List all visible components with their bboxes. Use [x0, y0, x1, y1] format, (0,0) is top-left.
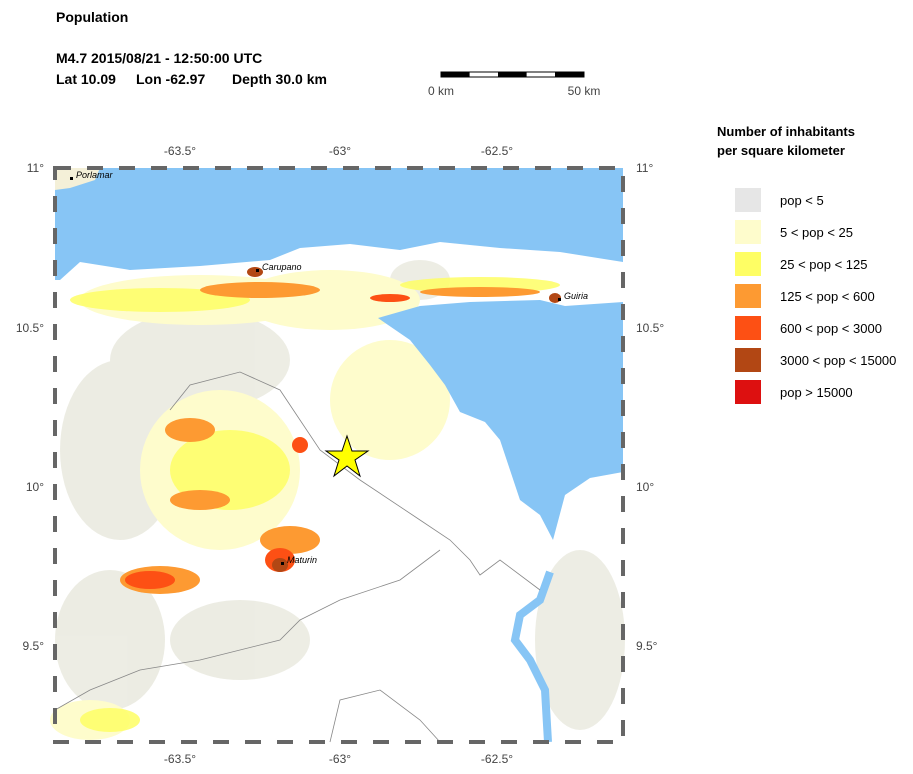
left-tick-label: 11° [27, 161, 44, 175]
legend-label: pop > 15000 [780, 385, 853, 400]
scale-end: 50 km [568, 84, 601, 98]
right-tick-label: 10° [636, 480, 654, 494]
left-tick-label: 10.5° [16, 321, 44, 335]
legend-label: 25 < pop < 125 [780, 257, 867, 272]
legend-label: 3000 < pop < 15000 [780, 353, 896, 368]
legend-swatch [735, 252, 761, 276]
legend-swatch [735, 380, 761, 404]
left-tick-label: 10° [26, 480, 44, 494]
city-label: Maturin [287, 555, 317, 565]
depth: Depth 30.0 km [232, 71, 327, 87]
right-tick-label: 10.5° [636, 321, 664, 335]
city-marker [70, 177, 73, 180]
map [50, 166, 625, 744]
legend-swatch [735, 188, 761, 212]
legend-swatch [735, 316, 761, 340]
title: Population [56, 9, 128, 25]
legend-swatch [735, 284, 761, 308]
left-tick-label: 9.5° [23, 639, 45, 653]
scale-bar [440, 71, 585, 78]
legend-label: 600 < pop < 3000 [780, 321, 882, 336]
city-label: Porlamar [76, 170, 114, 180]
bottom-tick-label: -63.5° [164, 752, 196, 766]
city-marker [256, 269, 259, 272]
legend-swatch [735, 220, 761, 244]
legend-label: 5 < pop < 25 [780, 225, 853, 240]
scale-start: 0 km [428, 84, 454, 98]
event: M4.7 2015/08/21 - 12:50:00 UTC [56, 50, 262, 66]
top-tick-label: -62.5° [481, 144, 513, 158]
legend-title: Number of inhabitants [717, 124, 855, 139]
city-label: Guiria [564, 291, 588, 301]
bottom-tick-label: -63° [329, 752, 351, 766]
lon: Lon -62.97 [136, 71, 205, 87]
right-tick-label: 11° [636, 161, 653, 175]
lat: Lat 10.09 [56, 71, 116, 87]
city-marker [281, 562, 284, 565]
legend-label: pop < 5 [780, 193, 824, 208]
legend-label: 125 < pop < 600 [780, 289, 875, 304]
city-marker [558, 298, 561, 301]
right-tick-label: 9.5° [636, 639, 658, 653]
legend-title: per square kilometer [717, 143, 845, 158]
bottom-tick-label: -62.5° [481, 752, 513, 766]
legend-swatch [735, 348, 761, 372]
top-tick-label: -63° [329, 144, 351, 158]
city-label: Carupano [262, 262, 302, 272]
top-tick-label: -63.5° [164, 144, 196, 158]
